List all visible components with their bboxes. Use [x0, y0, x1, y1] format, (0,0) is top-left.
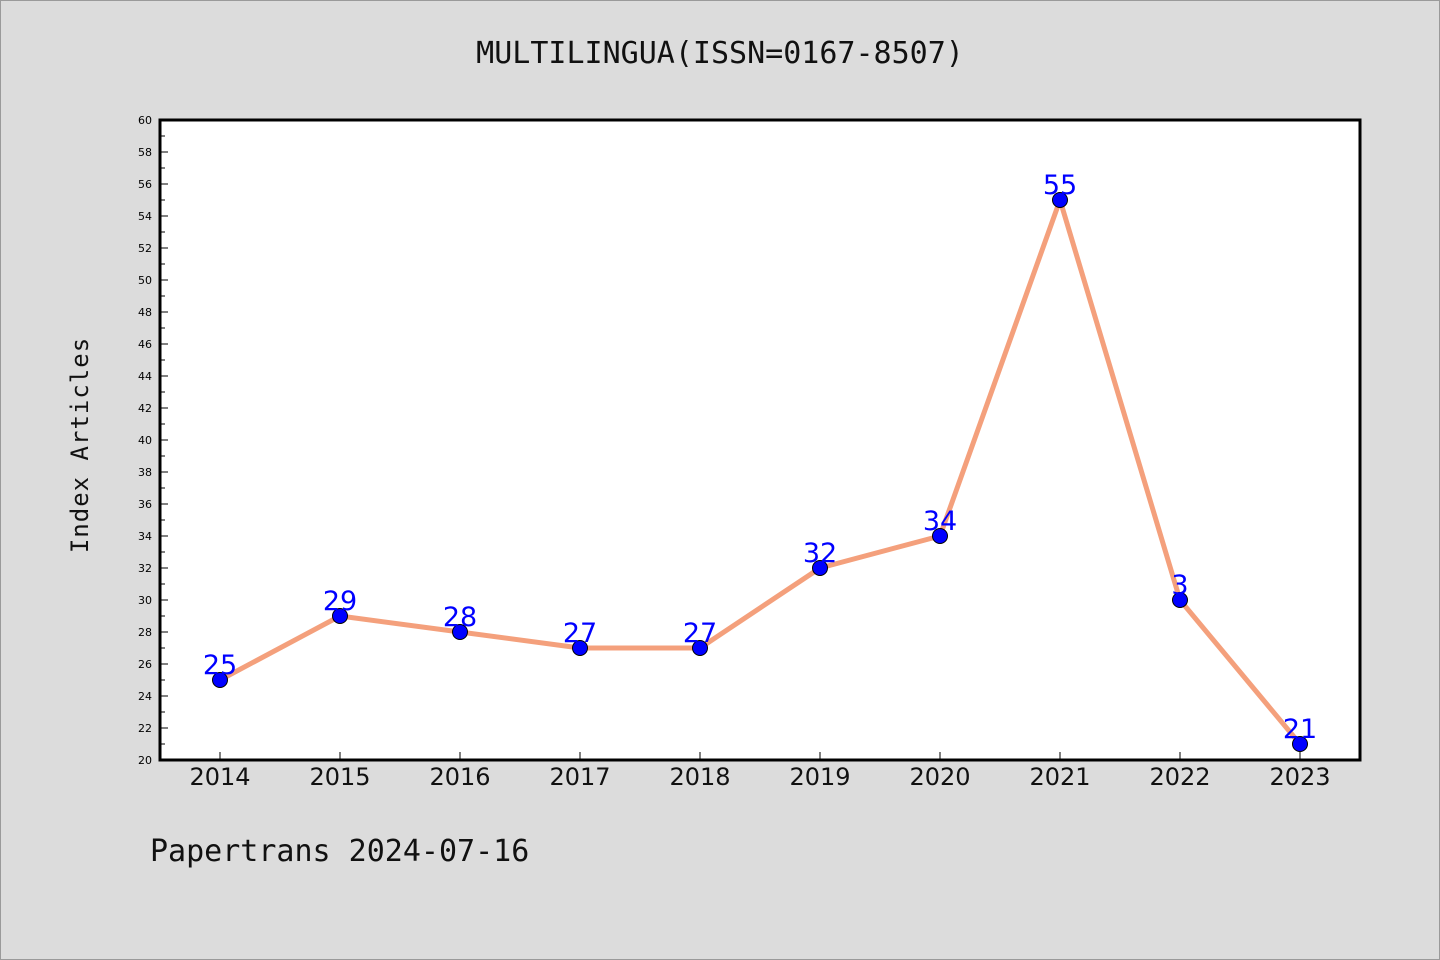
data-label: 21: [1283, 714, 1317, 745]
x-tick-label: 2016: [429, 763, 490, 791]
data-label: 29: [323, 586, 357, 617]
plot-area: [160, 120, 1360, 760]
x-tick-label: 2017: [549, 763, 610, 791]
x-tick-label: 2022: [1149, 763, 1210, 791]
y-tick-label: 60: [138, 114, 152, 127]
series-line: [217, 197, 1303, 747]
y-tick-label: 56: [138, 178, 152, 191]
y-tick-label: 24: [138, 690, 152, 703]
y-tick-label: 30: [138, 594, 152, 607]
y-tick-label: 26: [138, 658, 152, 671]
data-label: 27: [563, 618, 597, 649]
data-point: [572, 640, 588, 656]
y-tick-label: 42: [138, 402, 152, 415]
y-tick-label: 40: [138, 434, 152, 447]
x-tick-label: 2014: [189, 763, 250, 791]
y-tick-label: 36: [138, 498, 152, 511]
chart-title: MULTILINGUA(ISSN=0167-8507): [476, 36, 964, 71]
x-tick-label: 2019: [789, 763, 850, 791]
data-point: [332, 608, 348, 624]
data-point: [1292, 736, 1308, 752]
y-tick-label: 58: [138, 146, 152, 159]
footer-text: Papertrans 2024-07-16: [150, 834, 530, 869]
y-tick-label: 38: [138, 466, 152, 479]
data-label: 34: [923, 506, 957, 537]
y-tick-label: 32: [138, 562, 152, 575]
y-tick-label: 44: [138, 370, 152, 383]
data-point: [692, 640, 708, 656]
y-tick-label: 52: [138, 242, 152, 255]
x-tick-label: 2018: [669, 763, 730, 791]
x-tick-label: 2023: [1269, 763, 1330, 791]
y-tick-label: 34: [138, 530, 152, 543]
y-tick-label: 50: [138, 274, 152, 287]
data-label: 25: [203, 650, 237, 681]
data-point: [932, 528, 948, 544]
y-tick-label: 28: [138, 626, 152, 639]
data-point: [1052, 192, 1068, 208]
data-label: 55: [1043, 170, 1077, 201]
y-tick-label: 20: [138, 754, 152, 767]
x-tick-label: 2015: [309, 763, 370, 791]
data-point: [212, 672, 228, 688]
y-tick-label: 46: [138, 338, 152, 351]
y-tick-label: 48: [138, 306, 152, 319]
data-point: [452, 624, 468, 640]
y-tick-label: 54: [138, 210, 152, 223]
data-label: 27: [683, 618, 717, 649]
y-tick-label: 22: [138, 722, 152, 735]
x-tick-label: 2020: [909, 763, 970, 791]
data-label: 3: [1171, 570, 1188, 601]
data-point: [1172, 592, 1188, 608]
plot-border: [158, 118, 1362, 762]
data-point: [812, 560, 828, 576]
x-tick-label: 2021: [1029, 763, 1090, 791]
data-label: 28: [443, 602, 477, 633]
data-label: 32: [803, 538, 837, 569]
